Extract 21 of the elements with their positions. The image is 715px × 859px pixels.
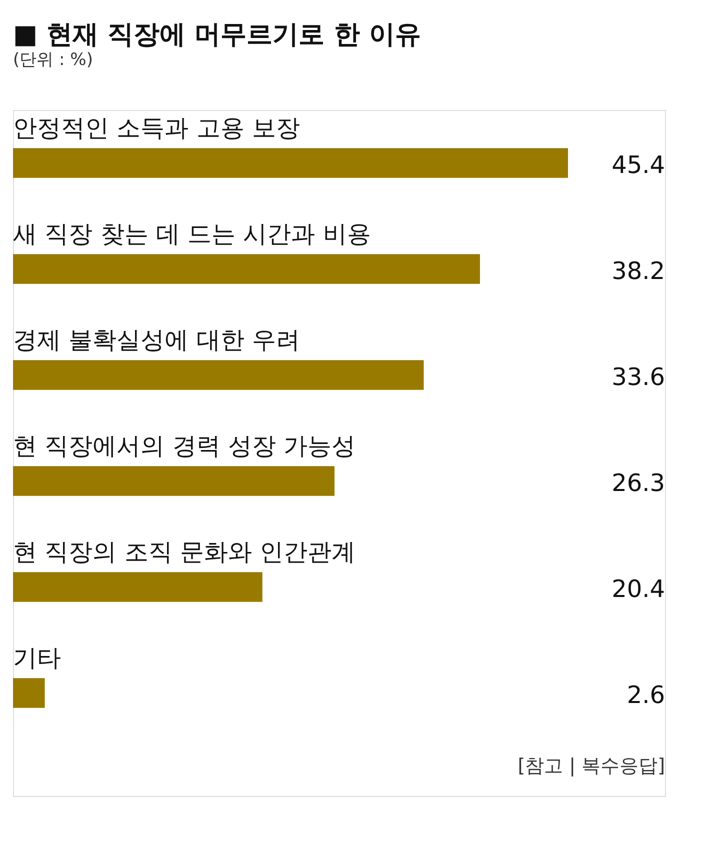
data-label: 38.2 — [612, 257, 665, 285]
y-tick-label: 경제 불확실성에 대한 우려 — [13, 326, 300, 354]
y-tick-label: 새 직장 찾는 데 드는 시간과 비용 — [13, 220, 371, 248]
y-tick-label: 현 직장의 조직 문화와 인간관계 — [13, 538, 356, 566]
y-tick-label: 기타 — [13, 644, 61, 672]
data-label: 2.6 — [626, 681, 665, 709]
chart-subtitle: (단위 : %) — [13, 50, 93, 70]
bar — [13, 678, 45, 708]
data-label: 45.4 — [612, 151, 665, 179]
y-tick-label: 현 직장에서의 경력 성장 가능성 — [13, 432, 356, 460]
bar — [13, 254, 480, 284]
y-tick-label: 안정적인 소득과 고용 보장 — [13, 114, 300, 142]
bar — [13, 148, 568, 178]
data-label: 26.3 — [612, 469, 665, 497]
bar — [13, 466, 335, 496]
data-label: 33.6 — [612, 363, 665, 391]
chart-title: ■ 현재 직장에 머무르기로 한 이유 — [13, 20, 421, 50]
bar — [13, 360, 424, 390]
annotation: [참고 | 복수응답] — [518, 755, 665, 777]
data-label: 20.4 — [612, 575, 665, 603]
bar — [13, 572, 262, 602]
